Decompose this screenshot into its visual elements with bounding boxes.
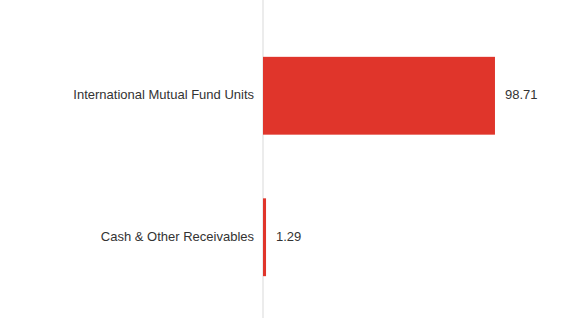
data-label: 1.29 xyxy=(276,229,301,244)
data-label: 98.71 xyxy=(505,87,538,102)
chart-container: International Mutual Fund Units 98.71 Cash… xyxy=(0,0,567,318)
bar xyxy=(263,198,266,276)
labels: International Mutual Fund Units 98.71 Cash… xyxy=(73,87,537,244)
bars xyxy=(263,57,495,276)
category-label: International Mutual Fund Units xyxy=(73,87,254,102)
chart: International Mutual Fund Units 98.71 Cash… xyxy=(0,0,567,318)
bar xyxy=(263,57,495,135)
category-label: Cash & Other Receivables xyxy=(101,229,255,244)
